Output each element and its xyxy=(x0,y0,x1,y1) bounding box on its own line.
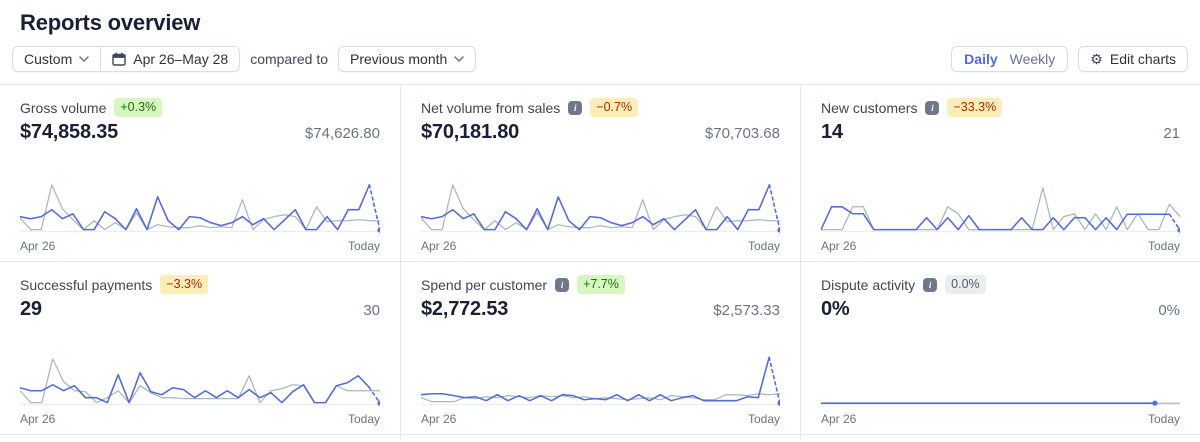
x-axis-end-label: Today xyxy=(747,239,780,253)
x-axis-end-label: Today xyxy=(1147,412,1180,426)
metric-label: New customers xyxy=(821,99,918,116)
change-badge: 0.0% xyxy=(945,275,986,295)
toolbar-right: Daily Weekly ⚙ Edit charts xyxy=(951,46,1188,72)
change-badge: −0.7% xyxy=(590,98,639,118)
range-type-label: Custom xyxy=(24,51,73,67)
grid-row-1: Gross volume +0.3% $74,858.35 $74,626.80… xyxy=(0,85,1200,262)
change-badge: +0.3% xyxy=(114,98,163,118)
gear-icon: ⚙ xyxy=(1090,51,1103,67)
date-range-label: Apr 26–May 28 xyxy=(133,51,229,67)
sparkline-chart xyxy=(821,187,1180,233)
comparison-value: 21 xyxy=(1163,125,1180,143)
daily-tab[interactable]: Daily xyxy=(964,51,998,67)
metric-label: Spend per customer xyxy=(421,276,548,293)
calendar-icon xyxy=(112,52,126,66)
comparison-label: Previous month xyxy=(350,51,448,67)
change-badge: −3.3% xyxy=(160,275,209,295)
page-title: Reports overview xyxy=(20,10,201,35)
x-axis-end-label: Today xyxy=(747,412,780,426)
edit-charts-button[interactable]: ⚙ Edit charts xyxy=(1078,46,1188,72)
metric-value: $70,181.80 xyxy=(421,121,520,144)
metric-value: $74,858.35 xyxy=(20,121,119,144)
header: Reports overview Custom Apr 26–May 28 co… xyxy=(0,0,1200,72)
metric-card-net-volume: Net volume from sales i −0.7% $70,181.80… xyxy=(401,85,800,261)
metric-label: Dispute activity xyxy=(821,276,916,293)
info-icon[interactable]: i xyxy=(925,100,940,115)
metric-value: $2,772.53 xyxy=(421,298,509,321)
x-axis-end-label: Today xyxy=(347,239,380,253)
comparison-value: $70,703.68 xyxy=(704,125,780,143)
date-range-button[interactable]: Apr 26–May 28 xyxy=(100,47,239,71)
weekly-tab[interactable]: Weekly xyxy=(1009,51,1056,67)
change-badge: +7.7% xyxy=(577,275,625,295)
comparison-value: $74,626.80 xyxy=(304,125,380,143)
change-badge: −33.3% xyxy=(947,98,1003,118)
date-range-control: Custom Apr 26–May 28 xyxy=(12,46,241,72)
sparkline-chart xyxy=(421,356,780,406)
metric-value: 29 xyxy=(20,298,42,321)
grid-row-3-partial xyxy=(0,435,1200,439)
sparkline-chart xyxy=(821,400,1180,406)
comparison-value: 30 xyxy=(363,302,380,320)
info-icon[interactable]: i xyxy=(923,277,938,292)
info-icon[interactable]: i xyxy=(555,277,570,292)
info-icon[interactable]: i xyxy=(568,100,583,115)
compared-to-label: compared to xyxy=(250,51,329,67)
chevron-down-icon xyxy=(79,56,89,62)
x-axis-start-label: Apr 26 xyxy=(821,239,857,253)
edit-charts-label: Edit charts xyxy=(1109,51,1176,67)
x-axis-start-label: Apr 26 xyxy=(421,412,457,426)
comparison-value: $2,573.33 xyxy=(713,302,780,320)
x-axis-end-label: Today xyxy=(1147,239,1180,253)
metric-label: Successful payments xyxy=(20,276,153,293)
sparkline-chart xyxy=(421,184,780,233)
metric-card-gross-volume: Gross volume +0.3% $74,858.35 $74,626.80… xyxy=(0,85,400,261)
x-axis-start-label: Apr 26 xyxy=(20,412,56,426)
metrics-grid: Gross volume +0.3% $74,858.35 $74,626.80… xyxy=(0,84,1200,439)
x-axis-start-label: Apr 26 xyxy=(20,239,56,253)
grid-row-2: Successful payments −3.3% 29 30 Apr 26 T… xyxy=(0,262,1200,435)
metric-value: 0% xyxy=(821,298,850,321)
chevron-down-icon xyxy=(454,56,465,62)
granularity-toggle: Daily Weekly xyxy=(951,46,1069,72)
x-axis-start-label: Apr 26 xyxy=(421,239,457,253)
range-type-button[interactable]: Custom xyxy=(13,47,100,71)
metric-label: Gross volume xyxy=(20,99,107,116)
comparison-value: 0% xyxy=(1158,302,1180,320)
metric-card-successful-payments: Successful payments −3.3% 29 30 Apr 26 T… xyxy=(0,262,400,434)
toolbar: Custom Apr 26–May 28 compared to Previou… xyxy=(12,46,1188,72)
metric-card-dispute-activity: Dispute activity i 0.0% 0% 0% Apr 26 Tod… xyxy=(801,262,1200,434)
metric-card-new-customers: New customers i −33.3% 14 21 Apr 26 Toda… xyxy=(801,85,1200,261)
sparkline-chart xyxy=(20,184,380,233)
x-axis-start-label: Apr 26 xyxy=(821,412,857,426)
x-axis-end-label: Today xyxy=(347,412,380,426)
metric-value: 14 xyxy=(821,121,843,144)
sparkline-chart xyxy=(20,358,380,406)
metric-card-spend-per-customer: Spend per customer i +7.7% $2,772.53 $2,… xyxy=(401,262,800,434)
metric-label: Net volume from sales xyxy=(421,99,561,116)
comparison-select[interactable]: Previous month xyxy=(338,46,477,72)
